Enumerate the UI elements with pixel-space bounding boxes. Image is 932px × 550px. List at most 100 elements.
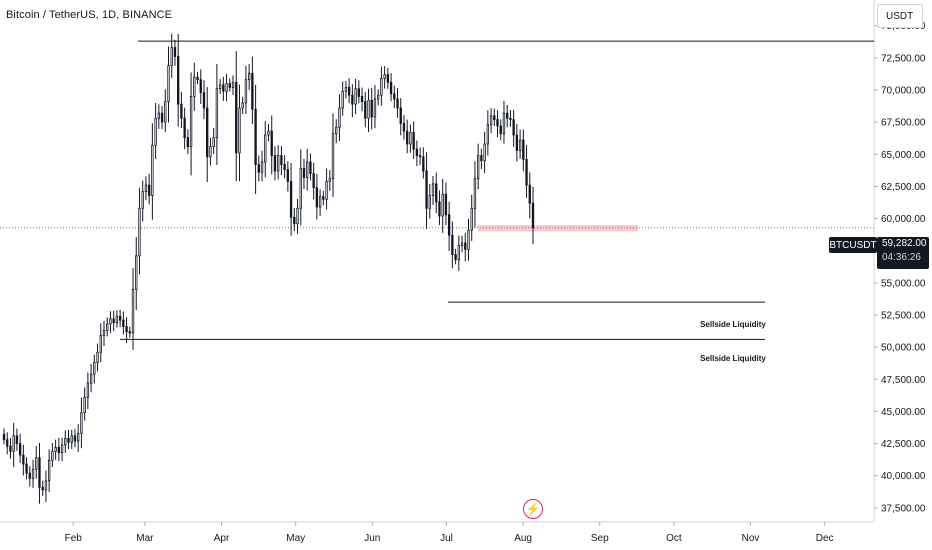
candle-down	[360, 96, 364, 102]
candle-down	[289, 180, 293, 218]
candle-down	[186, 137, 190, 147]
candle-up	[428, 195, 431, 209]
sellside-liquidity-label-1: Sellside Liquidity	[700, 320, 766, 329]
candle-down	[147, 184, 151, 196]
candle-up	[89, 373, 93, 384]
currency-selector[interactable]: USDT	[877, 4, 923, 28]
candle-down	[173, 47, 177, 57]
candle-up	[518, 139, 522, 151]
candle-up	[373, 98, 377, 118]
candle-down	[177, 56, 180, 105]
y-tick-label: 67,500.00	[881, 118, 926, 129]
candle-up	[299, 168, 302, 209]
candle-up	[457, 245, 460, 261]
candle-up	[354, 88, 357, 105]
x-tick-label: Feb	[65, 533, 83, 544]
candle-down	[160, 112, 164, 123]
y-tick-label: 55,000.00	[881, 278, 926, 289]
candle-down	[28, 472, 31, 479]
candle-up	[341, 90, 344, 109]
y-tick-label: 70,000.00	[881, 86, 926, 97]
candle-down	[525, 159, 528, 186]
candle-up	[460, 242, 464, 246]
x-tick-label: May	[286, 533, 305, 544]
candle-down	[396, 98, 399, 109]
candle-down	[415, 148, 419, 156]
candle-down	[406, 130, 409, 145]
x-tick-label: Dec	[816, 533, 834, 544]
candle-up	[12, 435, 15, 452]
candle-up	[60, 444, 64, 453]
candle-up	[476, 155, 480, 180]
y-tick-label: 50,000.00	[881, 343, 926, 354]
candle-up	[212, 137, 215, 147]
candle-down	[522, 139, 525, 160]
candle-up	[157, 112, 160, 119]
candle-up	[260, 161, 264, 173]
candle-up	[44, 480, 48, 491]
candle-down	[22, 454, 25, 465]
candle-up	[115, 315, 119, 324]
candle-up	[64, 438, 67, 446]
y-tick-label: 40,000.00	[881, 471, 926, 482]
candle-up	[144, 184, 148, 192]
candle-down	[302, 168, 306, 178]
candle-up	[80, 412, 83, 434]
candle-down	[493, 115, 496, 120]
candle-down	[6, 439, 9, 447]
y-tick-label: 60,000.00	[881, 214, 926, 225]
candle-down	[15, 435, 19, 444]
candle-down	[286, 169, 290, 182]
candle-down	[125, 326, 128, 333]
candle-up	[244, 79, 248, 104]
y-tick-label: 65,000.00	[881, 150, 926, 161]
candle-down	[364, 101, 367, 119]
time-axis[interactable]: Feb Mar Apr May Jun Jul Aug Sep Oct Nov Dec	[65, 522, 834, 544]
candle-up	[93, 362, 96, 375]
candle-up	[138, 207, 141, 257]
x-tick-label: Aug	[514, 533, 532, 544]
lightning-icon[interactable]: ⚡	[523, 499, 543, 519]
candle-down	[370, 99, 373, 118]
candle-up	[51, 450, 54, 461]
candle-up	[247, 72, 251, 81]
candle-up	[241, 102, 244, 109]
candle-up	[470, 207, 473, 231]
candle-down	[425, 170, 428, 209]
candle-down	[25, 463, 28, 474]
candle-up	[377, 94, 380, 100]
candles	[2, 33, 535, 504]
chart-axes	[0, 0, 875, 523]
candle-up	[35, 457, 38, 470]
candle-down	[118, 315, 122, 321]
candle-up	[328, 178, 331, 182]
candle-down	[180, 103, 183, 119]
bar-countdown: 04:36:26	[882, 252, 921, 263]
candle-up	[473, 178, 477, 209]
candle-up	[267, 130, 270, 136]
symbol-label: BTCUSDT	[829, 237, 877, 253]
candle-up	[102, 330, 106, 336]
candle-down	[309, 161, 312, 174]
candle-up	[131, 288, 135, 334]
candle-down	[499, 125, 502, 135]
candle-up	[383, 74, 386, 79]
candle-up	[331, 133, 335, 180]
candle-up	[483, 143, 486, 162]
candle-down	[531, 202, 535, 229]
candle-down	[412, 132, 415, 150]
x-tick-label: Nov	[742, 533, 760, 544]
x-tick-label: Mar	[136, 533, 154, 544]
candle-down	[315, 187, 319, 208]
y-tick-label: 37,500.00	[881, 503, 926, 514]
candle-up	[218, 84, 222, 90]
candle-down	[228, 83, 231, 88]
candle-down	[528, 184, 531, 204]
candle-up	[467, 229, 470, 250]
drawings[interactable]	[0, 40, 874, 340]
y-tick-label: 42,500.00	[881, 439, 926, 450]
y-tick-label: 47,500.00	[881, 375, 926, 386]
candle-down	[67, 438, 70, 443]
candle-up	[489, 115, 493, 126]
